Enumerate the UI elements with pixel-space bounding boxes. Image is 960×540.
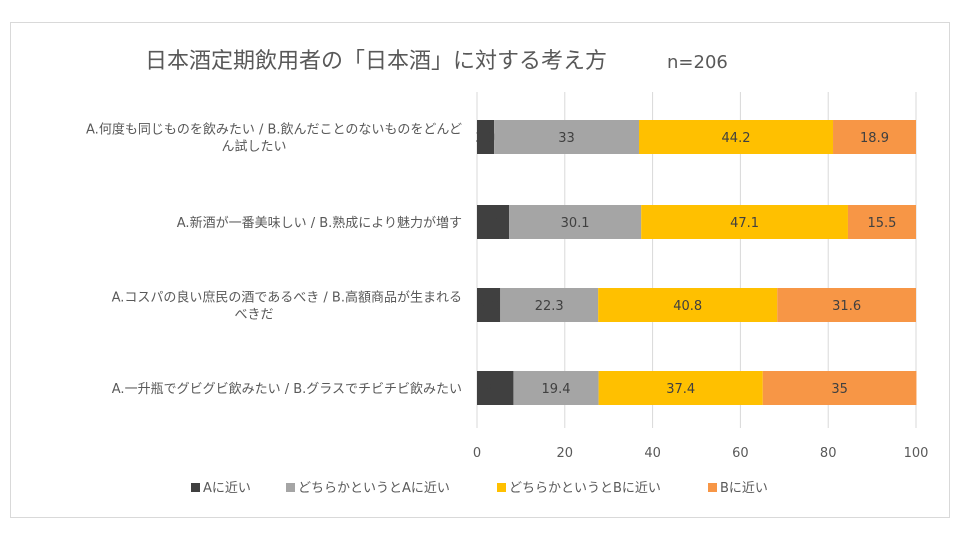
bar-segment (477, 120, 495, 154)
category-label: A.何度も同じものを飲みたい / B.飲んだことのないものをどんどん試したい (86, 122, 462, 155)
data-label: 7.3 (483, 216, 504, 231)
category-label: A.コスパの良い庶民の酒であるべき / B.高額商品が生まれるべきだ (112, 290, 462, 323)
data-label: 33 (558, 131, 575, 146)
chart-subtitle: n=206 (667, 52, 728, 73)
category-label: A.新酒が一番美味しい / B.熟成により魅力が増す (177, 215, 462, 231)
data-label: 30.1 (561, 216, 590, 231)
bar-segment (598, 288, 778, 322)
legend-label: どちらかというとAに近い (298, 481, 450, 496)
x-tick-label: 20 (557, 446, 574, 461)
data-label: 3.9 (475, 131, 496, 146)
x-tick-label: 60 (732, 446, 749, 461)
data-label: 37.4 (666, 382, 695, 397)
data-label: 47.1 (730, 216, 759, 231)
legend-label: Bに近い (720, 481, 768, 496)
data-label: 15.5 (868, 216, 897, 231)
x-tick-label: 40 (644, 446, 661, 461)
legend: Aに近い どちらかというとAに近い どちらかというとBに近い Bに近い (191, 481, 768, 496)
legend-label: どちらかというとBに近い (509, 481, 661, 496)
bar-segment (477, 288, 501, 322)
data-label: 22.3 (535, 299, 564, 314)
legend-swatch (191, 483, 200, 492)
legend-swatch (708, 483, 717, 492)
data-label: 8.3 (485, 382, 506, 397)
x-tick-label: 80 (820, 446, 837, 461)
bar-segment (477, 371, 514, 405)
chart-frame (10, 22, 950, 518)
x-tick-label: 100 (904, 446, 929, 461)
x-axis-ticks: 0 20 40 60 80 100 (473, 446, 929, 461)
data-label: 31.6 (832, 299, 861, 314)
data-label: 18.9 (860, 131, 889, 146)
category-labels: A.何度も同じものを飲みたい / B.飲んだことのないものをどんどん試したい A.… (86, 122, 462, 398)
data-label: 19.4 (542, 382, 571, 397)
chart-title: 日本酒定期飲用者の「日本酒」に対する考え方 (145, 49, 607, 74)
x-tick-label: 0 (473, 446, 481, 461)
bar-segment (494, 120, 639, 154)
bar-segment (833, 120, 916, 154)
legend-label: Aに近い (203, 481, 251, 496)
data-label: 5.3 (478, 299, 499, 314)
bar-segment (847, 205, 916, 239)
legend-swatch (286, 483, 295, 492)
bar-segment (641, 205, 848, 239)
bar-segment (762, 371, 917, 405)
bars: 3.9 33 44.2 18.9 7.3 30.1 47.1 15.5 5.3 22.3 40.8 3… (475, 120, 917, 405)
legend-swatch (497, 483, 506, 492)
category-label: A.一升瓶でグビグビ飲みたい / B.グラスでチビチビ飲みたい (112, 381, 462, 397)
bar-segment (509, 205, 642, 239)
data-label: 35 (831, 382, 848, 397)
data-label: 44.2 (722, 131, 751, 146)
bar-segment (500, 288, 599, 322)
bar-segment (638, 120, 834, 154)
bar-segment (513, 371, 599, 405)
bar-segment (598, 371, 763, 405)
data-label: 40.8 (673, 299, 702, 314)
bar-segment (477, 205, 510, 239)
bar-segment (777, 288, 916, 322)
